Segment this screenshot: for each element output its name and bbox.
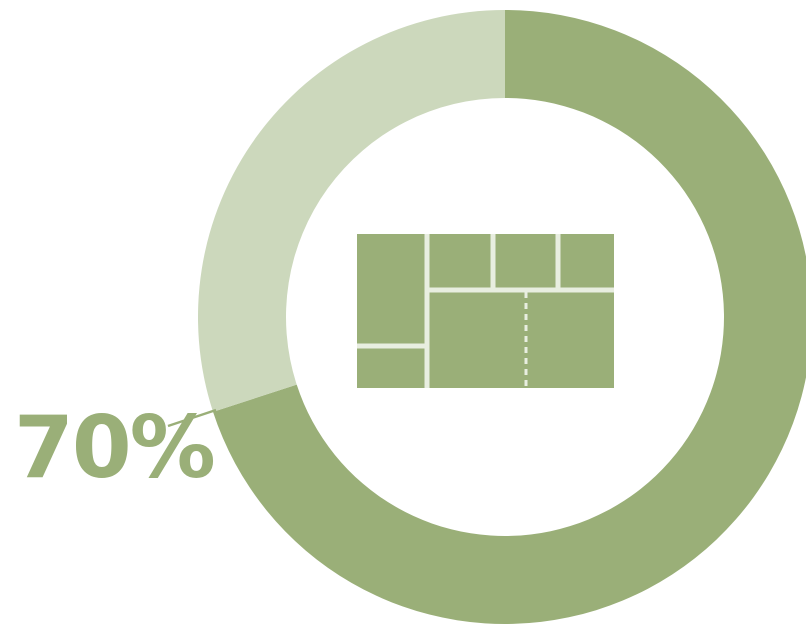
floor-plan-icon (357, 234, 614, 388)
donut-slices (197, 10, 806, 624)
label-leader-line (167, 408, 217, 428)
donut-slice-remainder (197, 10, 505, 412)
data-label-filled: 70% (14, 398, 214, 498)
